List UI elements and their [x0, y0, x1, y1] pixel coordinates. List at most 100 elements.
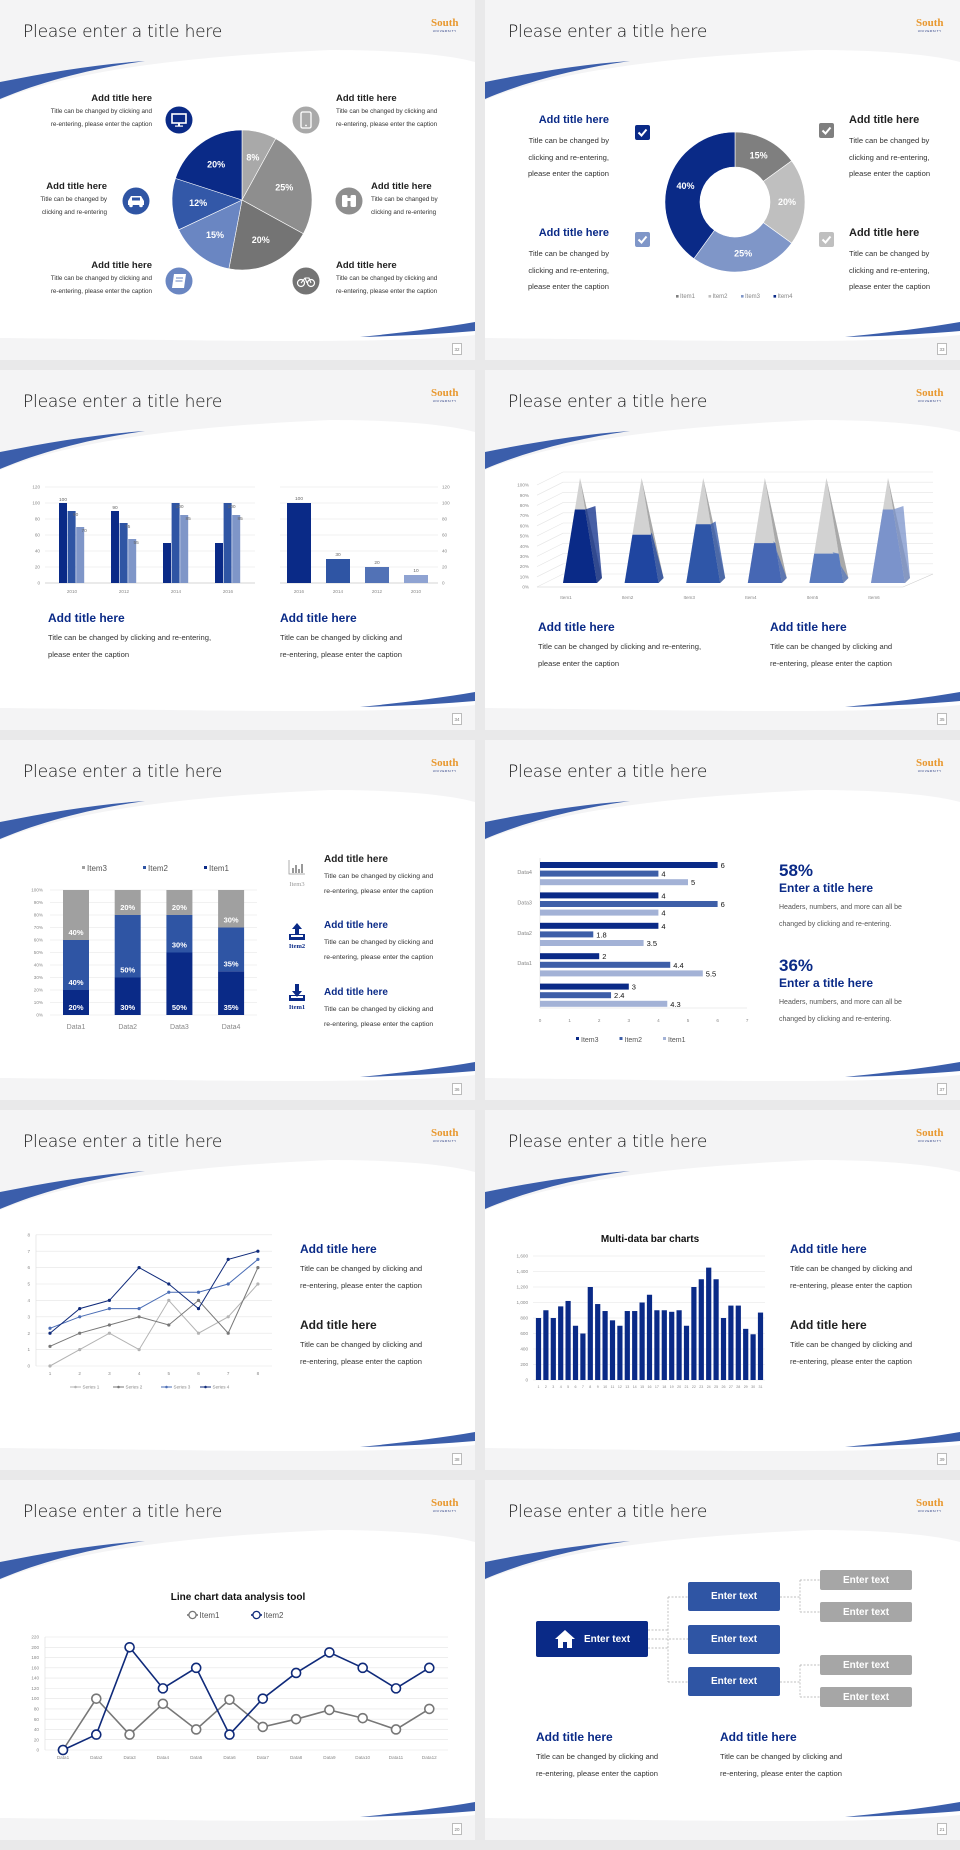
slide-20[interactable]: Please enter a title here South UNIVERSITY… [0, 1480, 475, 1840]
block-caption: please enter the caption [527, 282, 609, 292]
slide-title: Please enter a title here [508, 22, 708, 42]
branch-node[interactable]: Enter text [688, 1667, 780, 1696]
block-title: Add title here [536, 1730, 613, 1744]
logo-text: South [431, 387, 459, 399]
block-caption: re-entering, please enter the caption [790, 1357, 913, 1366]
block-caption: re-entering, please enter the caption [324, 953, 434, 961]
slide-21[interactable]: Please enter a title here South UNIVERSITY… [485, 1480, 960, 1840]
block-caption: Title can be changed by clicking and [50, 275, 152, 282]
branch-node[interactable]: Enter text [688, 1582, 780, 1611]
block-caption: please enter the caption [527, 169, 609, 179]
logo: South UNIVERSITY [916, 1128, 944, 1143]
slide-title: Please enter a title here [23, 1502, 223, 1522]
block-caption: clicking and re-entering, [528, 152, 609, 162]
block-caption: Title can be changed by [849, 249, 930, 258]
leaf-node[interactable]: Enter text [820, 1570, 912, 1590]
text-block: Add title here Title can be changed by cli… [849, 227, 959, 296]
block-caption: Title can be changed by clicking and [324, 873, 434, 880]
slide-background [0, 1530, 475, 1822]
slide-title: Please enter a title here [508, 1502, 708, 1522]
block-caption: Title can be changed by [40, 196, 107, 203]
block-caption: re-entering, please enter the caption [50, 288, 152, 295]
block-caption: re-entering, please enter the caption [770, 659, 893, 668]
node-label: Enter text [710, 1634, 758, 1645]
root-node[interactable]: Enter text [536, 1621, 648, 1657]
slide-title: Please enter a title here [23, 762, 223, 782]
block-title: Add title here [336, 93, 397, 104]
text-block: Add title here Title can be changed by cl… [336, 93, 466, 131]
branch-node[interactable]: Enter text [688, 1625, 780, 1654]
text-block: Add title here Title can be changed by cl… [770, 620, 950, 672]
block-title: Add title here [324, 920, 388, 931]
node-label: Enter text [842, 1574, 890, 1586]
block-caption: clicking and re-entering [371, 209, 437, 216]
block-title: Add title here [849, 227, 920, 239]
leaf-node[interactable]: Enter text [820, 1602, 912, 1622]
block-title: Add title here [371, 181, 432, 192]
text-block: Add title here Title can be changed by cli… [505, 227, 609, 296]
logo-subtext: UNIVERSITY [432, 1509, 457, 1513]
slide-36[interactable]: Please enter a title here South UNIVERSITY… [0, 740, 475, 1100]
block-caption: re-entering, please enter the caption [790, 1281, 913, 1290]
slide-37[interactable]: Please enter a title here South UNIVERSITY… [485, 740, 960, 1100]
logo-subtext: UNIVERSITY [917, 399, 942, 403]
block-caption: re-entering, please enter the caption [336, 288, 438, 295]
text-block: 58% Enter a title here Headers, numbers, a… [779, 861, 949, 933]
block-caption: changed by clicking and re-entering. [779, 921, 892, 928]
block-caption: Title can be changed by clicking and [770, 642, 893, 651]
swoosh-bottom [360, 692, 475, 707]
logo-text: South [916, 1127, 944, 1139]
logo-text: South [916, 1497, 944, 1509]
text-block: Add title here Title can be changed by cl… [336, 260, 466, 298]
swoosh-top [0, 1541, 145, 1579]
swoosh-top [485, 801, 630, 839]
block-caption: re-entering, please enter the caption [280, 650, 403, 659]
block-caption: clicking and re-entering, [849, 265, 930, 275]
block-caption: re-entering, please enter the caption [300, 1357, 423, 1366]
text-block: Add title here Title can be changed by cl… [536, 1730, 716, 1782]
swoosh-top [0, 1171, 145, 1209]
block-caption: Title can be changed by clicking and [790, 1340, 913, 1349]
home-icon [554, 1630, 575, 1648]
slide-title: Please enter a title here [508, 1132, 708, 1152]
logo-text: South [431, 1497, 459, 1509]
stat-value: 58% [779, 861, 814, 880]
page-number: 21 [937, 1823, 947, 1835]
node-label: Enter text [583, 1633, 631, 1645]
swoosh-bottom [360, 1802, 475, 1817]
text-block: Add title here Title can be changed by cl… [324, 987, 464, 1032]
text-block: Add title here Title can be changed by cl… [324, 854, 464, 899]
slide-background [0, 50, 475, 342]
block-title: Add title here [300, 1318, 377, 1332]
text-block: Add title here Title can be changed by cl… [280, 611, 460, 663]
text-block: Add title here Title can be changed by cl… [324, 920, 464, 965]
block-caption: Title can be changed by clicking and [536, 1752, 659, 1761]
swoosh-top [485, 61, 630, 99]
block-caption: clicking and re-entering, [528, 265, 609, 275]
logo: South UNIVERSITY [916, 18, 944, 33]
block-caption: Headers, numbers, and more can all be [779, 999, 902, 1006]
text-block: Add title here Title can be changed by cli… [849, 114, 959, 183]
slide-33[interactable]: Please enter a title here South UNIVERSITY… [485, 0, 960, 360]
page-number: 37 [937, 1083, 947, 1095]
slide-39[interactable]: Please enter a title here South UNIVERSITY… [485, 1110, 960, 1470]
swoosh-top [485, 1171, 630, 1209]
slide-32[interactable]: Please enter a title here South UNIVERSITY… [0, 0, 475, 360]
logo-subtext: UNIVERSITY [432, 29, 457, 33]
text-block: Add title here Title can be changed by cl… [538, 620, 748, 672]
slide-38[interactable]: Please enter a title here South UNIVERSITY… [0, 1110, 475, 1470]
slide-34[interactable]: Please enter a title here South UNIVERSITY… [0, 370, 475, 730]
block-caption: Title can be changed by clicking and [280, 633, 403, 642]
block-caption: Title can be changed by clicking and re-… [48, 633, 212, 642]
block-title: Add title here [770, 620, 847, 634]
slide-35[interactable]: Please enter a title here South UNIVERSITY… [485, 370, 960, 730]
block-caption: changed by clicking and re-entering. [779, 1016, 892, 1023]
block-caption: Title can be changed by clicking and [324, 939, 434, 946]
block-title: Add title here [538, 114, 609, 126]
logo: South UNIVERSITY [431, 18, 459, 33]
leaf-node[interactable]: Enter text [820, 1687, 912, 1707]
leaf-node[interactable]: Enter text [820, 1655, 912, 1675]
logo: South UNIVERSITY [431, 1128, 459, 1143]
block-caption: Title can be changed by clicking and [790, 1264, 913, 1273]
block-title: Add title here [324, 854, 388, 865]
